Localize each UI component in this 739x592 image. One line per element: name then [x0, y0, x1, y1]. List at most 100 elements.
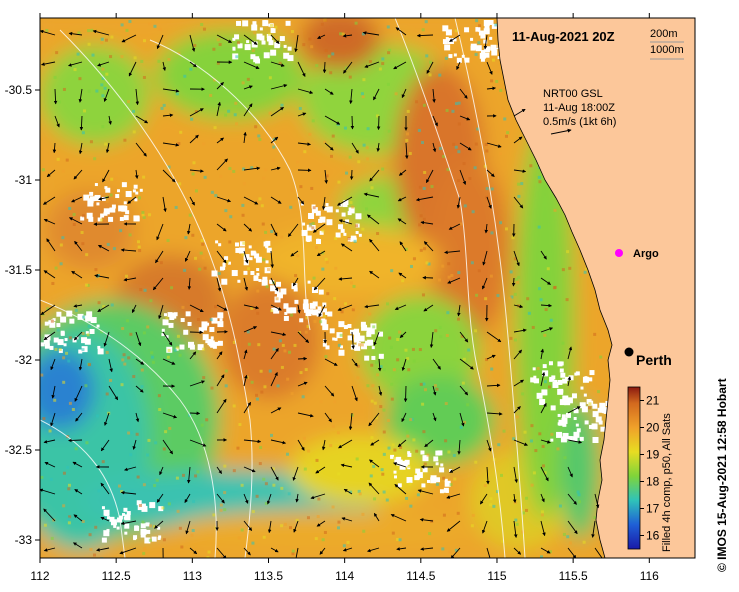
cloud-gap-pixel [206, 322, 210, 326]
sst-pixel [55, 51, 59, 55]
sst-pixel [438, 325, 442, 329]
sst-pixel [445, 108, 449, 112]
cloud-gap-pixel [305, 310, 312, 317]
sst-pixel [489, 274, 493, 278]
sst-pixel [339, 32, 343, 36]
lon-tick-label: 112.5 [102, 569, 131, 583]
cloud-gap-pixel [324, 312, 328, 316]
cloud-gap-pixel [72, 338, 77, 343]
sst-pixel [196, 470, 200, 474]
sst-pixel [412, 257, 416, 261]
sst-pixel [434, 329, 438, 333]
current-vector-arrow [243, 166, 261, 171]
argo-float-marker [615, 249, 623, 257]
sst-pixel [454, 145, 458, 149]
sst-pixel [408, 482, 412, 486]
cloud-gap-pixel [100, 213, 105, 218]
current-vector-arrow [100, 482, 110, 495]
sst-pixel [162, 103, 166, 107]
current-vector-arrow [351, 142, 359, 154]
cloud-gap-pixel [571, 393, 577, 399]
cloud-gap-pixel [592, 411, 599, 418]
current-vector-arrow [134, 169, 139, 179]
sst-pixel [290, 188, 294, 192]
current-vector-arrow [567, 547, 577, 558]
sst-pixel [109, 193, 113, 197]
sst-pixel [484, 297, 488, 301]
current-vector-arrow [162, 412, 178, 419]
current-vector-arrow [127, 196, 137, 204]
sst-pixel [142, 331, 146, 335]
sst-pixel [210, 386, 214, 390]
current-vector-arrow [243, 401, 251, 414]
current-vector-arrow [324, 115, 341, 125]
sst-pixel [173, 348, 177, 352]
sst-pixel [84, 384, 88, 388]
sst-pixel [541, 464, 545, 468]
cloud-gap-pixel [430, 477, 437, 484]
cloud-gap-pixel [335, 232, 341, 238]
sst-pixel [67, 487, 71, 491]
cloud-gap-pixel [88, 198, 94, 204]
sst-pixel [219, 508, 223, 512]
cloud-gap-pixel [57, 339, 64, 346]
sst-pixel [447, 450, 451, 454]
current-vector-arrow [362, 31, 380, 36]
sst-pixel [184, 478, 188, 482]
sst-pixel [87, 89, 91, 93]
sst-pixel [454, 102, 458, 106]
cloud-gap-pixel [598, 420, 603, 425]
sst-pixel [216, 38, 220, 42]
sst-pixel [259, 274, 263, 278]
sst-pixel [406, 132, 410, 136]
cloud-gap-pixel [289, 308, 293, 312]
cloud-gap-pixel [90, 317, 97, 324]
cloud-gap-pixel [219, 266, 224, 271]
sst-pixel [201, 242, 205, 246]
current-vector-arrow [155, 250, 164, 264]
sst-pixel [42, 417, 46, 421]
sst-pixel [62, 504, 66, 508]
cloud-gap-pixel [552, 381, 559, 388]
sst-pixel [170, 286, 174, 290]
sst-pixel [526, 297, 530, 301]
current-vector-arrow [216, 277, 222, 292]
current-vector-arrow [368, 482, 380, 495]
current-vector-arrow [540, 439, 551, 444]
sst-pixel [66, 465, 70, 469]
sst-pixel [549, 318, 553, 322]
current-vector-arrow [72, 461, 83, 468]
sst-pixel [240, 483, 244, 487]
sst-pixel [462, 162, 466, 166]
cloud-gap-pixel [464, 57, 470, 63]
cloud-gap-pixel [565, 412, 571, 418]
current-vector-arrow [189, 351, 197, 360]
cloud-gap-pixel [265, 260, 269, 264]
sst-pixel [405, 496, 409, 500]
cloud-gap-pixel [480, 33, 486, 39]
cloud-gap-pixel [237, 279, 241, 283]
cloud-gap-pixel [253, 275, 259, 281]
sst-pixel [112, 247, 116, 251]
sst-pixel [321, 538, 325, 542]
sst-pixel [353, 239, 357, 243]
sst-pixel [205, 418, 209, 422]
sst-pixel [452, 453, 456, 457]
sst-pixel [386, 418, 390, 422]
cloud-gap-pixel [81, 337, 88, 344]
cloud-gap-pixel [158, 535, 162, 539]
cloud-gap-pixel [484, 52, 490, 58]
cloud-gap-pixel [400, 461, 407, 468]
sst-pixel [421, 141, 425, 145]
cloud-gap-pixel [486, 46, 491, 51]
sst-pixel [81, 348, 85, 352]
current-vector-arrow [243, 493, 249, 504]
cloud-gap-pixel [209, 326, 215, 332]
sst-pixel [358, 492, 362, 496]
current-vector-arrow [397, 196, 407, 202]
sst-pixel [241, 203, 245, 207]
current-vector-arrow [270, 136, 279, 144]
current-vector-arrow [189, 169, 204, 173]
cloud-gap-pixel [162, 319, 169, 326]
cloud-gap-pixel [348, 207, 355, 214]
